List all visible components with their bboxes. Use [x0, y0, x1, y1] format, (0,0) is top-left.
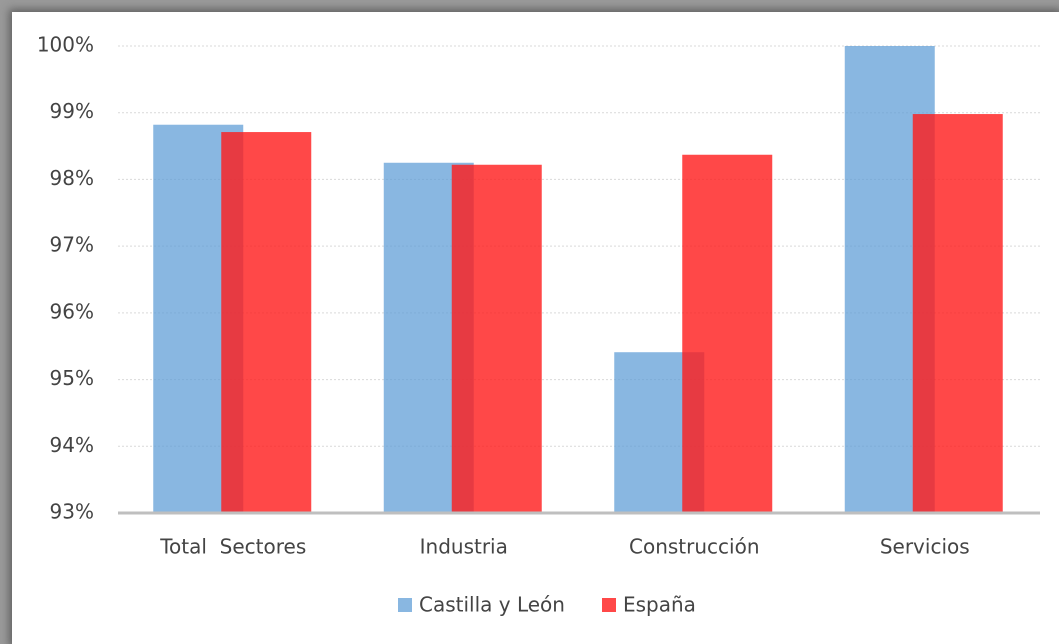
y-tick-label: 98% — [50, 166, 94, 190]
bar — [912, 114, 1003, 513]
y-tick-label: 93% — [50, 500, 94, 524]
legend-swatch — [398, 598, 412, 612]
x-tick-label: Industria — [420, 535, 508, 559]
bar — [682, 154, 773, 513]
x-tick-label: Construcción — [629, 535, 760, 559]
x-tick-label: Servicios — [880, 535, 970, 559]
y-tick-label: 94% — [50, 433, 94, 457]
y-tick-label: 100% — [37, 33, 94, 57]
y-tick-label: 99% — [50, 99, 94, 123]
y-tick-label: 97% — [50, 233, 94, 257]
y-tick-label: 96% — [50, 299, 94, 323]
legend-swatch — [602, 598, 616, 612]
bar — [221, 132, 312, 513]
y-tick-label: 95% — [50, 366, 94, 390]
x-tick-label: Total Sectores — [159, 535, 306, 559]
legend-label: Castilla y León — [419, 593, 565, 617]
legend-label: España — [623, 593, 696, 617]
bar — [451, 164, 542, 513]
